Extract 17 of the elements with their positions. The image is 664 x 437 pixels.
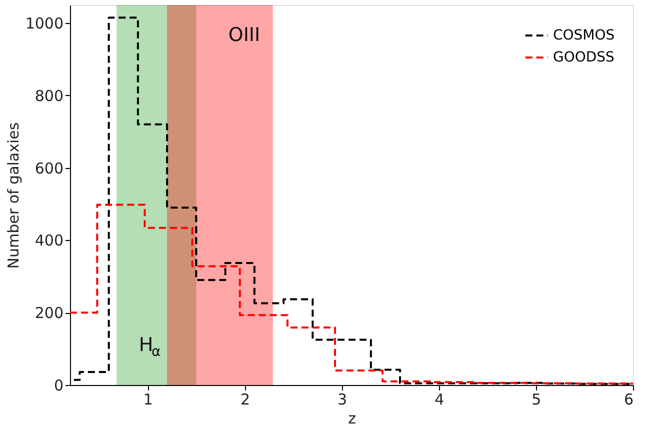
y-tick-label: 600 [34, 159, 64, 178]
y-tick-label: 0 [54, 376, 64, 394]
x-tick-label: 1 [143, 390, 153, 408]
x-axis-title: z [348, 410, 356, 428]
y-axis-title: Number of galaxies [4, 122, 22, 269]
y-tick-label: 800 [34, 86, 64, 105]
y-tick-label: 400 [34, 232, 64, 250]
x-tick-label: 2 [240, 390, 250, 408]
x-tick-label: 4 [434, 390, 444, 408]
y-tick-label: 200 [34, 304, 64, 322]
x-tick-label: 3 [338, 390, 348, 408]
band-label: OIII [228, 24, 260, 46]
y-tick-label: 1000 [25, 14, 64, 33]
legend-label: COSMOS [553, 28, 615, 44]
legend-label: GOODSS [553, 50, 615, 66]
x-tick-label: 6 [624, 390, 634, 408]
x-tick-label: 5 [532, 390, 542, 408]
